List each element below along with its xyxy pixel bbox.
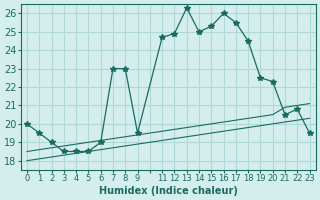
X-axis label: Humidex (Indice chaleur): Humidex (Indice chaleur) (99, 186, 238, 196)
